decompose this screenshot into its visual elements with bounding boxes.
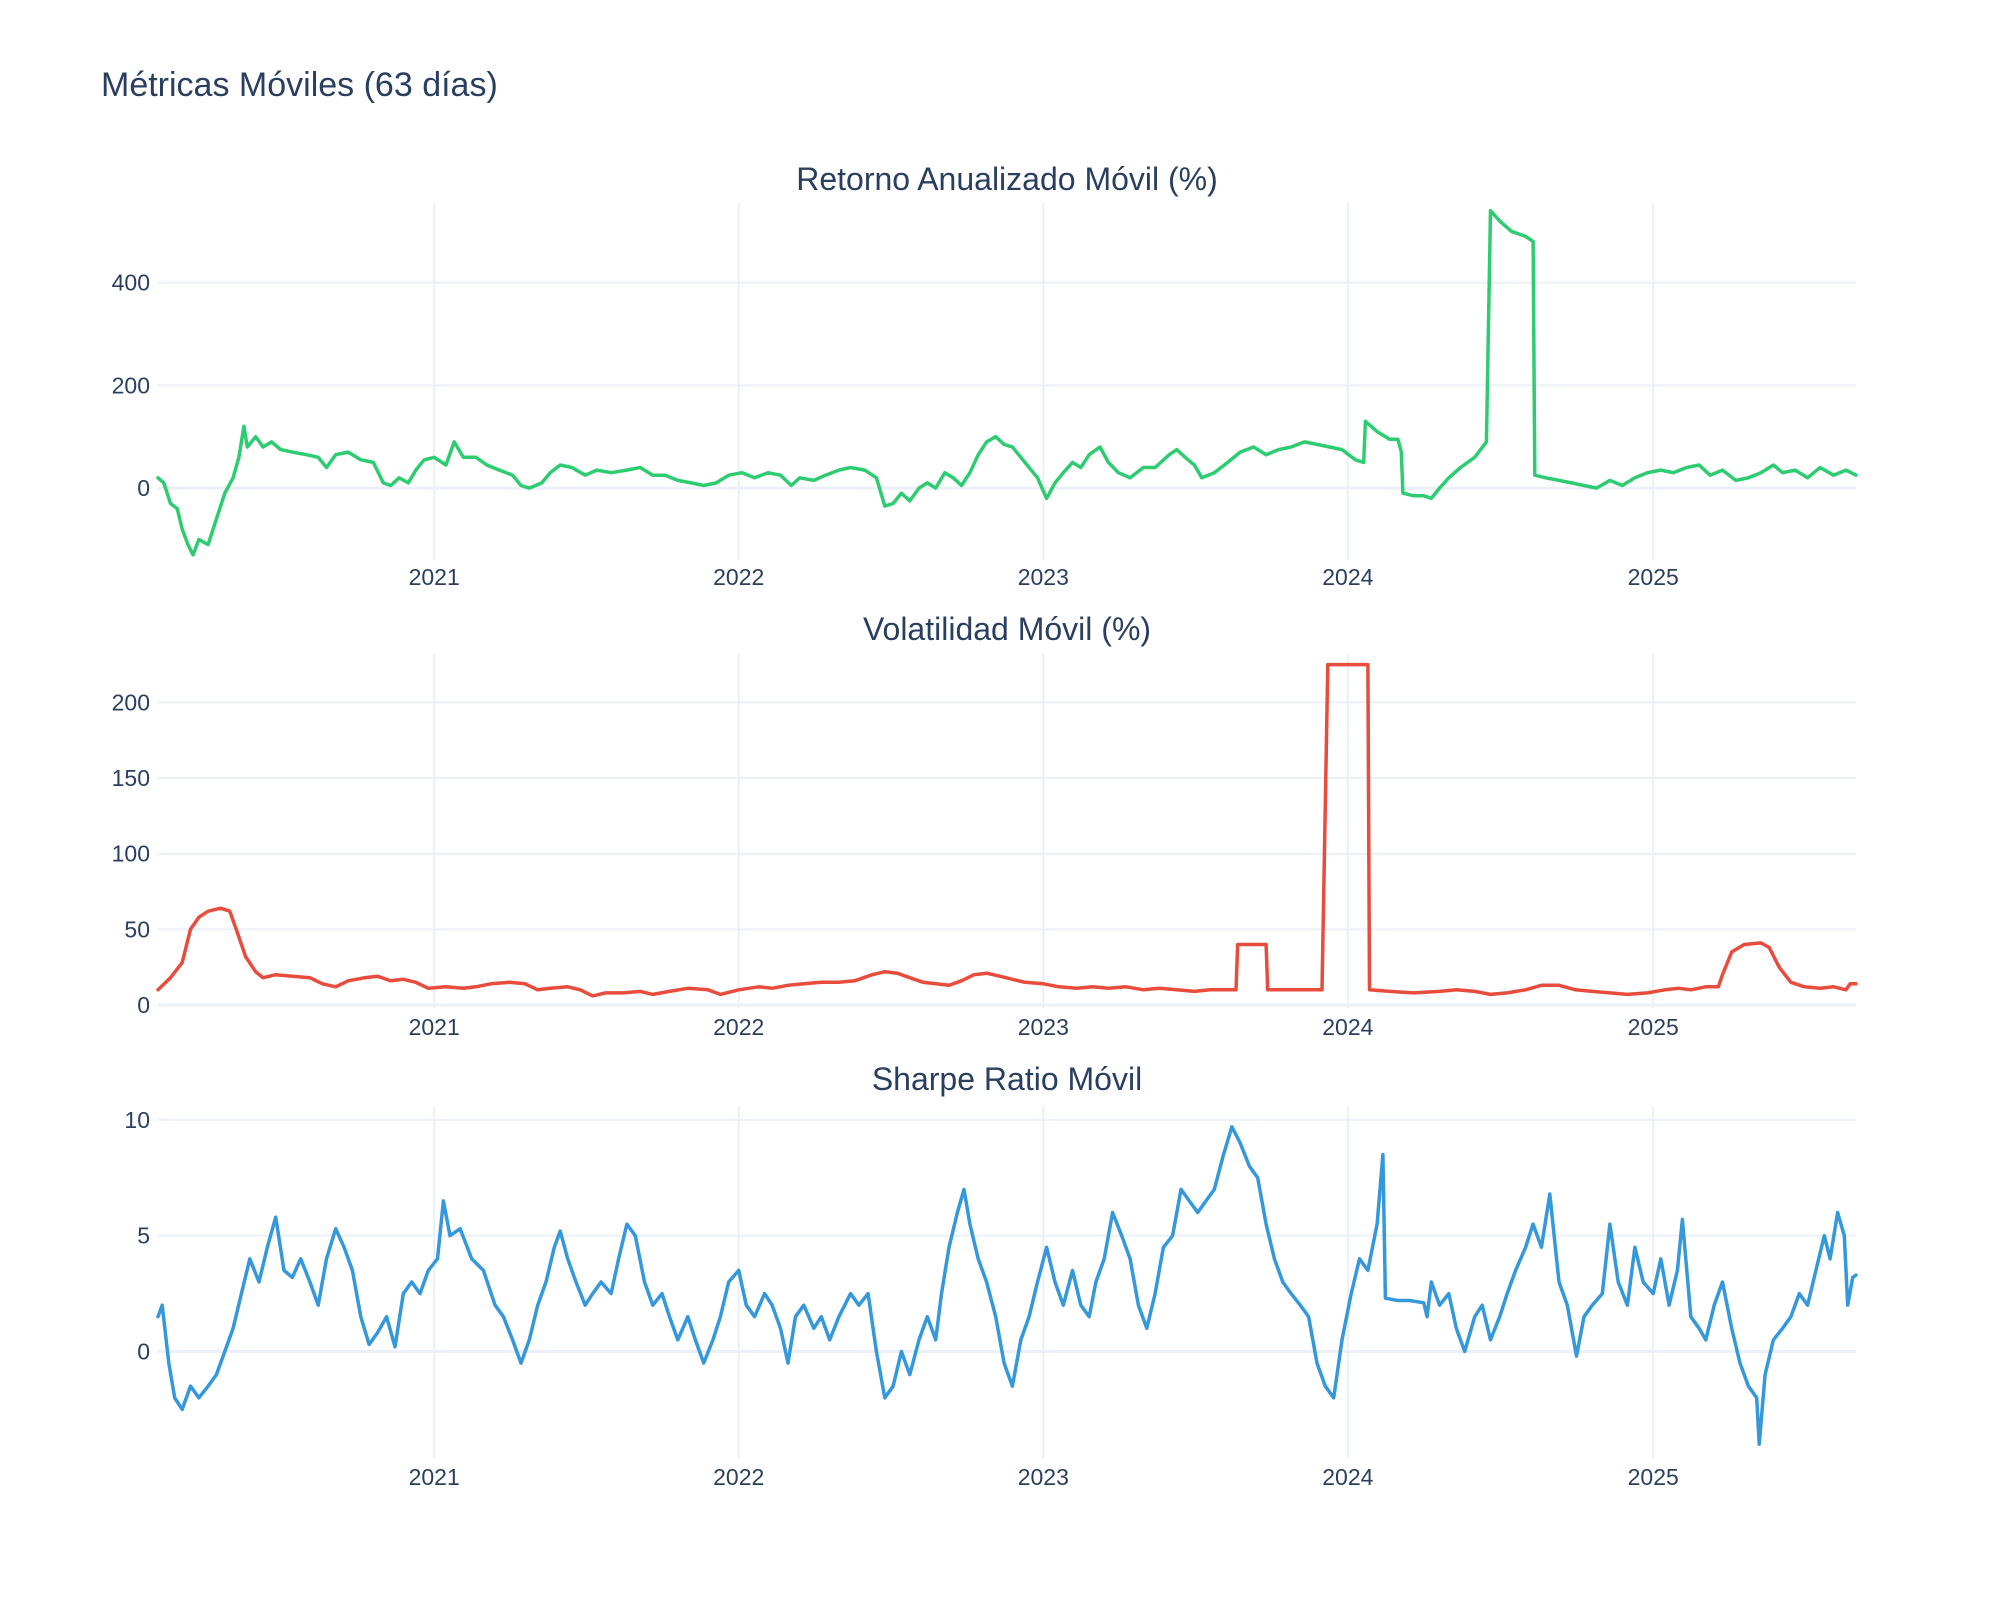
y-tick-label: 400 [112,270,150,296]
volatilidad-series-line [156,662,1858,998]
page-title: Métricas Móviles (63 días) [101,66,498,104]
y-tick-label: 50 [124,916,150,942]
x-tick-label: 2024 [1322,564,1373,590]
x-tick-label: 2023 [1018,1014,1069,1040]
x-tick-label: 2023 [1018,1464,1069,1490]
y-tick-label: 5 [137,1223,150,1249]
x-tick-label: 2025 [1628,1014,1679,1040]
x-tick-label: 2022 [713,564,764,590]
y-tick-label: 200 [112,689,150,715]
y-tick-label: 150 [112,765,150,791]
x-tick-label: 2021 [409,1464,460,1490]
panel-retorno: Retorno Anualizado Móvil (%) 2021 2022 2023… [112,161,1858,590]
y-tick-label: 0 [137,475,150,501]
x-tick-label: 2024 [1322,1014,1373,1040]
y-tick-label: 10 [124,1107,150,1133]
panel-sharpe: Sharpe Ratio Móvil 2021 2022 2023 2024 2025 0 5… [124,1061,1858,1490]
x-tick-label: 2023 [1018,564,1069,590]
x-tick-label: 2021 [409,564,460,590]
x-tick-label: 2022 [713,1014,764,1040]
retorno-subplot-title: Retorno Anualizado Móvil (%) [796,161,1218,197]
y-tick-label: 0 [137,1338,150,1364]
x-tick-label: 2022 [713,1464,764,1490]
x-tick-label: 2021 [409,1014,460,1040]
panel-volatilidad: Volatilidad Móvil (%) 2021 2022 2023 2024 202… [112,611,1858,1040]
x-tick-label: 2024 [1322,1464,1373,1490]
y-tick-label: 200 [112,372,150,398]
retorno-series-line [156,208,1858,557]
sharpe-series-line [156,1125,1858,1446]
volatilidad-subplot-title: Volatilidad Móvil (%) [863,611,1151,647]
sharpe-subplot-title: Sharpe Ratio Móvil [872,1061,1142,1097]
y-tick-label: 100 [112,841,150,867]
y-tick-label: 0 [137,992,150,1018]
x-tick-label: 2025 [1628,1464,1679,1490]
x-tick-label: 2025 [1628,564,1679,590]
